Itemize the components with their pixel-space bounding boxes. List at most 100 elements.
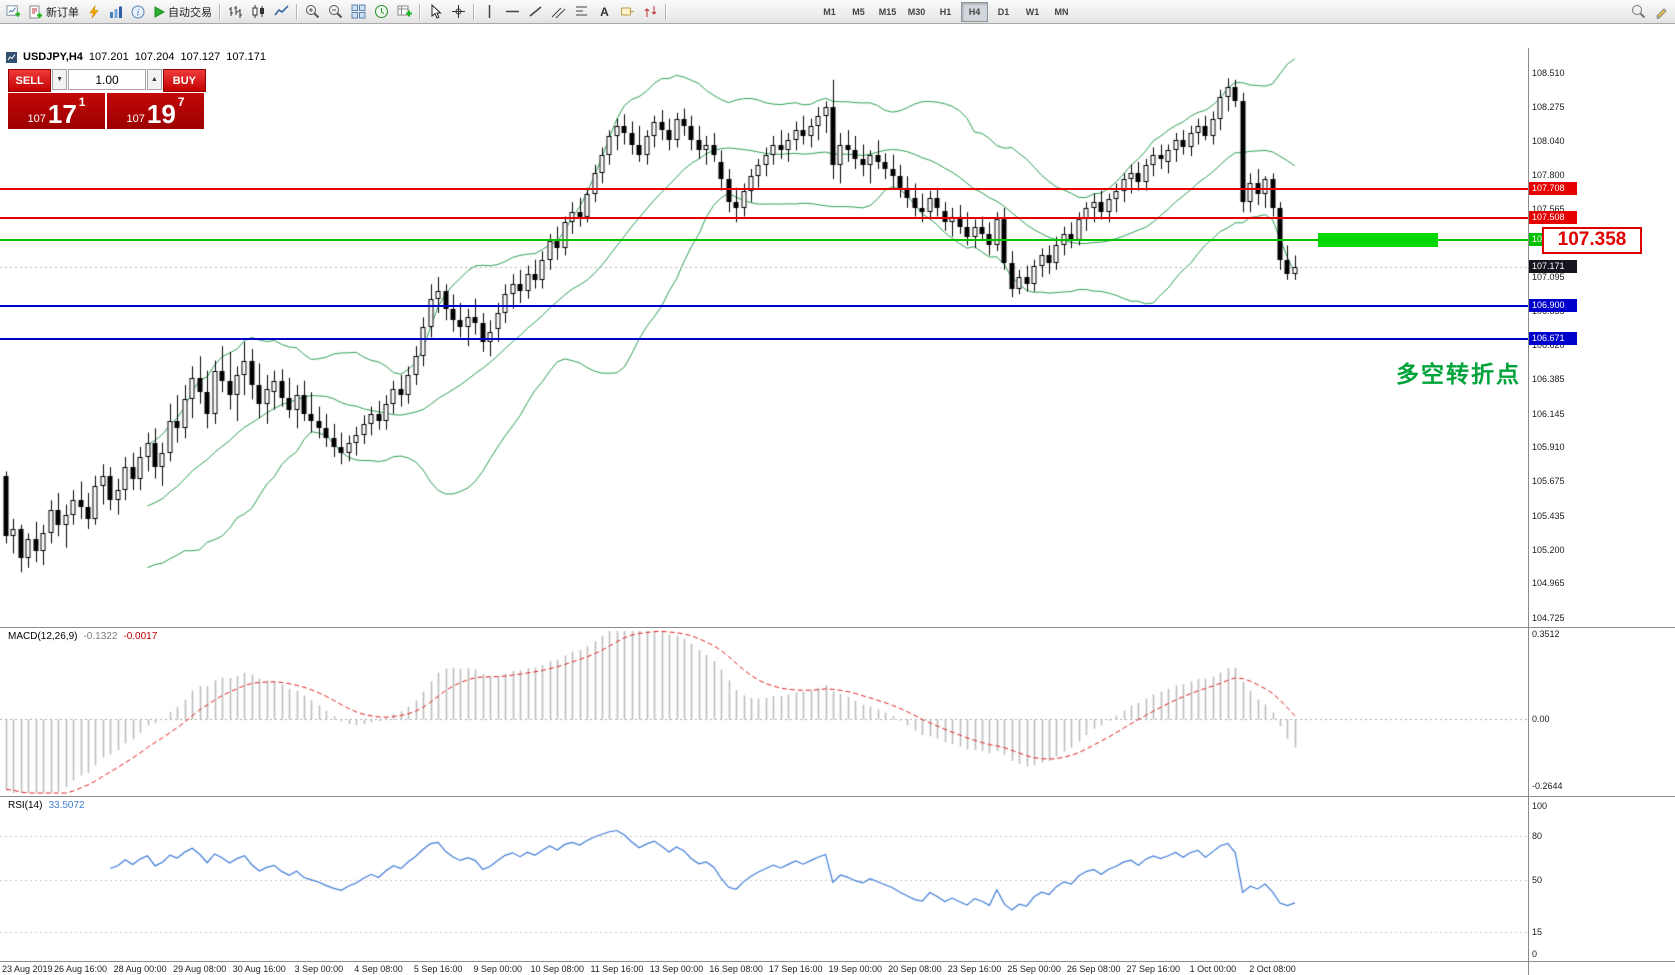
- rsi-separator: [0, 796, 1675, 797]
- time-axis-label: 23 Aug 2019: [2, 964, 53, 974]
- volume-decrease-stepper[interactable]: ▼: [52, 69, 67, 90]
- toolbar-separator: [473, 3, 475, 20]
- timeframe-H4[interactable]: H4: [961, 1, 988, 22]
- svg-text:A: A: [600, 5, 609, 19]
- price-axis-label: 104.725: [1532, 613, 1565, 624]
- turning-point-annotation[interactable]: 多空转折点: [1396, 361, 1521, 387]
- price-axis-label: 107.565: [1532, 204, 1565, 215]
- macd-panel-canvas[interactable]: [0, 628, 1528, 796]
- bar-high-value: 107.204: [134, 51, 175, 63]
- search-icon[interactable]: [1627, 2, 1650, 22]
- svg-text:i: i: [137, 7, 140, 17]
- volume-input[interactable]: [68, 69, 146, 90]
- bar-chart-icon[interactable]: [224, 2, 247, 22]
- time-axis-label: 27 Sep 16:00: [1126, 964, 1181, 974]
- chart-shift-icon[interactable]: [393, 2, 416, 22]
- toolbar-separator: [219, 3, 221, 20]
- macd-separator: [0, 627, 1675, 628]
- autotrading-button[interactable]: 自动交易: [149, 2, 216, 22]
- price-axis-label: 108.040: [1532, 135, 1565, 146]
- buy-price-quote[interactable]: 107 19 7: [107, 93, 204, 129]
- sell-button[interactable]: SELL: [8, 69, 52, 92]
- rsi-axis-label: 100: [1532, 801, 1548, 811]
- horizontal-level-line[interactable]: [0, 188, 1528, 191]
- candlestick-chart-icon[interactable]: [247, 2, 270, 22]
- rsi-indicator-label: RSI(14) 33.5072: [8, 800, 85, 811]
- time-axis-label: 10 Sep 08:00: [530, 964, 585, 974]
- timeframe-M5[interactable]: M5: [852, 6, 865, 17]
- buy-price-pip: 7: [177, 95, 185, 109]
- volume-increase-stepper[interactable]: ▲: [147, 69, 162, 90]
- bar-close-value: 107.171: [226, 51, 266, 63]
- time-axis-label: 1 Oct 00:00: [1189, 964, 1237, 974]
- lightning-icon[interactable]: [83, 2, 105, 22]
- timeframe-M1[interactable]: M1: [823, 6, 836, 17]
- toolbar-separator: [296, 3, 298, 20]
- macd-axis-label: 0.00: [1532, 714, 1550, 724]
- horizontal-line-icon[interactable]: [501, 2, 524, 22]
- tile-windows-icon[interactable]: [347, 2, 370, 22]
- buy-price-big: 19: [146, 99, 176, 129]
- timeframe-D1[interactable]: D1: [997, 6, 1010, 17]
- price-callout-box[interactable]: 107.358: [1542, 226, 1642, 254]
- timeframe-W1[interactable]: W1: [1025, 6, 1040, 17]
- zoom-out-icon[interactable]: [324, 2, 347, 22]
- chart-region: USDJPY,H4 107.201 107.204 107.127 107.17…: [0, 24, 1675, 975]
- pencil-icon[interactable]: [1650, 2, 1673, 22]
- buy-button[interactable]: BUY: [162, 69, 206, 92]
- time-axis-label: 13 Sep 00:00: [649, 964, 704, 974]
- price-line-label: 106.900: [1529, 298, 1577, 312]
- text-label-icon[interactable]: [616, 2, 639, 22]
- time-axis-label: 29 Aug 08:00: [173, 964, 227, 974]
- level-highlight-rectangle[interactable]: [1318, 232, 1438, 247]
- price-axis-label: 106.385: [1532, 374, 1565, 384]
- rsi-axis-label: 15: [1532, 926, 1543, 937]
- timeframe-MN[interactable]: MN: [1054, 6, 1069, 17]
- one-click-trading-panel: SELL ▼ ▲ BUY 107 17 1 107 19 7: [8, 69, 206, 129]
- new-chart-icon[interactable]: [2, 2, 25, 22]
- price-axis-label: 106.145: [1532, 408, 1565, 419]
- chart-bars-icon[interactable]: [105, 2, 127, 22]
- price-line-label: 107.171: [1529, 259, 1577, 273]
- horizontal-level-line[interactable]: [0, 238, 1528, 241]
- price-chart-canvas[interactable]: [0, 48, 1528, 627]
- cursor-icon[interactable]: [424, 2, 447, 22]
- new-order-button[interactable]: 新订单: [25, 2, 83, 22]
- text-icon[interactable]: A: [593, 2, 616, 22]
- arrows-icon[interactable]: [639, 2, 662, 22]
- time-axis-label: 19 Sep 00:00: [828, 964, 883, 974]
- equidistant-channel-icon[interactable]: [547, 2, 570, 22]
- time-axis-label: 16 Sep 08:00: [709, 964, 763, 974]
- trendline-icon[interactable]: [524, 2, 547, 22]
- chart-header: USDJPY,H4 107.201 107.204 107.127 107.17…: [6, 51, 266, 63]
- crosshair-icon[interactable]: [447, 2, 470, 22]
- time-axis-label: 20 Sep 08:00: [888, 964, 942, 974]
- price-line-label: 107.508: [1529, 211, 1577, 225]
- trade-panel-quotes: 107 17 1 107 19 7: [8, 93, 206, 129]
- macd-name: MACD(12,26,9): [8, 631, 78, 642]
- bar-low-value: 107.127: [180, 51, 221, 63]
- line-chart-icon[interactable]: [270, 2, 293, 22]
- bar-open-value: 107.201: [88, 51, 129, 63]
- fibonacci-icon[interactable]: [570, 2, 593, 22]
- symbol-period-label: USDJPY,H4: [23, 51, 83, 63]
- sell-price-quote[interactable]: 107 17 1: [8, 93, 105, 129]
- timeframe-M30[interactable]: M30: [907, 6, 926, 17]
- timeframe-bar: M1 M5 M15 M30 H1 H4 D1 W1 MN: [815, 1, 1076, 22]
- timeframe-M15[interactable]: M15: [878, 6, 897, 17]
- vertical-line-icon[interactable]: [478, 2, 501, 22]
- rsi-panel-canvas[interactable]: [0, 797, 1528, 961]
- price-axis-label: 104.965: [1532, 578, 1565, 589]
- time-axis-label: 23 Sep 16:00: [947, 964, 1002, 974]
- price-axis-label: 107.800: [1532, 170, 1565, 181]
- macd-main-value: -0.1322: [83, 631, 118, 642]
- timeframe-H1[interactable]: H1: [939, 6, 952, 17]
- order-doc-icon: [29, 5, 42, 18]
- horizontal-level-line[interactable]: [0, 304, 1528, 307]
- horizontal-level-line[interactable]: [0, 217, 1528, 220]
- zoom-in-icon[interactable]: [301, 2, 324, 22]
- horizontal-level-line[interactable]: [0, 337, 1528, 340]
- info-icon[interactable]: i: [127, 2, 149, 22]
- auto-scroll-icon[interactable]: [370, 2, 393, 22]
- toolbar-separator: [419, 3, 421, 20]
